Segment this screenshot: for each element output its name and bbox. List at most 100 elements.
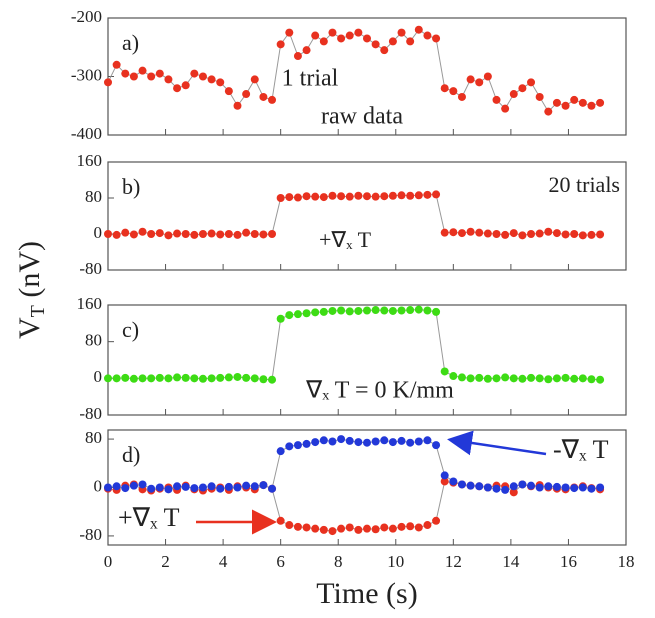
data-point [527, 230, 536, 238]
data-point [181, 81, 190, 90]
data-point [319, 37, 328, 46]
data-point [388, 306, 397, 315]
data-point [527, 373, 536, 382]
data-point [268, 95, 277, 104]
data-point [207, 229, 216, 238]
data-point [319, 307, 328, 316]
data-point [561, 230, 570, 239]
data-point [311, 524, 320, 533]
x-tick-label: 12 [445, 552, 462, 571]
data-point [285, 28, 294, 37]
data-point [432, 307, 441, 316]
data-point [293, 522, 302, 531]
data-point [207, 374, 216, 383]
data-point [242, 90, 251, 99]
data-point [483, 72, 492, 81]
y-label-unit: (nV) [13, 241, 46, 305]
data-point [587, 484, 596, 493]
data-point [268, 375, 277, 384]
data-point [570, 95, 579, 104]
data-point [535, 483, 544, 492]
y-tick-label: 160 [77, 151, 103, 170]
data-point [440, 367, 449, 376]
x-tick-label: 6 [276, 552, 285, 571]
data-point [112, 60, 121, 69]
data-point [242, 373, 251, 382]
data-point [173, 84, 182, 93]
data-point [397, 306, 406, 315]
data-point [388, 524, 397, 533]
data-point [544, 375, 553, 384]
data-point [535, 92, 544, 101]
data-point [466, 75, 475, 84]
data-point [363, 438, 371, 447]
data-point [492, 484, 501, 493]
data-point [501, 104, 510, 113]
data-point [440, 228, 449, 237]
data-point [397, 191, 406, 200]
data-point [354, 438, 363, 447]
data-point [198, 483, 207, 492]
data-point [371, 192, 380, 201]
x-tick-label: 10 [387, 552, 404, 571]
annotation: 20 trials [549, 172, 621, 197]
data-point [328, 437, 337, 446]
data-point [570, 484, 579, 493]
panel-label: c) [122, 317, 139, 342]
data-point [155, 229, 164, 238]
data-point [259, 481, 268, 490]
data-point [302, 523, 311, 532]
data-point [414, 25, 423, 34]
data-point [397, 28, 406, 37]
data-point [552, 374, 561, 383]
data-point [423, 436, 432, 445]
data-point [155, 69, 164, 78]
data-point [345, 307, 354, 316]
data-point [104, 374, 112, 383]
data-point [328, 527, 337, 536]
x-tick-label: 16 [560, 552, 577, 571]
data-point [250, 75, 259, 84]
data-point [155, 483, 164, 492]
data-point [224, 373, 233, 382]
x-axis-label: Time (s) [316, 577, 417, 610]
data-point [432, 34, 441, 43]
y-label-main: V [13, 317, 46, 339]
data-point [363, 306, 371, 315]
data-point [276, 314, 285, 323]
data-point [104, 230, 112, 238]
data-point [155, 373, 164, 382]
y-tick-label: -80 [79, 259, 102, 278]
data-point [492, 230, 501, 238]
data-point [518, 231, 527, 240]
data-point [501, 373, 510, 382]
data-point [233, 230, 242, 239]
data-point [518, 84, 527, 93]
data-point [578, 98, 587, 107]
data-point [570, 230, 579, 238]
data-point [371, 437, 380, 446]
series-line [107, 480, 601, 532]
data-point [432, 441, 441, 450]
data-point [216, 78, 225, 87]
data-point [319, 193, 328, 202]
data-point [475, 228, 484, 237]
data-point [354, 28, 363, 37]
data-point [328, 28, 337, 37]
annotation: +∇ₓ T [319, 227, 372, 252]
data-point [138, 480, 147, 489]
data-point [259, 375, 268, 384]
data-point [224, 482, 233, 491]
y-label-sub: T [27, 305, 49, 317]
arrow [447, 430, 547, 456]
data-point [380, 306, 389, 315]
data-point [380, 523, 389, 532]
annotation: raw data [321, 104, 403, 130]
data-point [440, 477, 449, 486]
data-point [190, 230, 199, 239]
data-point [345, 436, 354, 445]
data-point [285, 521, 294, 530]
y-tick-label: -400 [71, 124, 102, 143]
data-point [475, 78, 484, 87]
